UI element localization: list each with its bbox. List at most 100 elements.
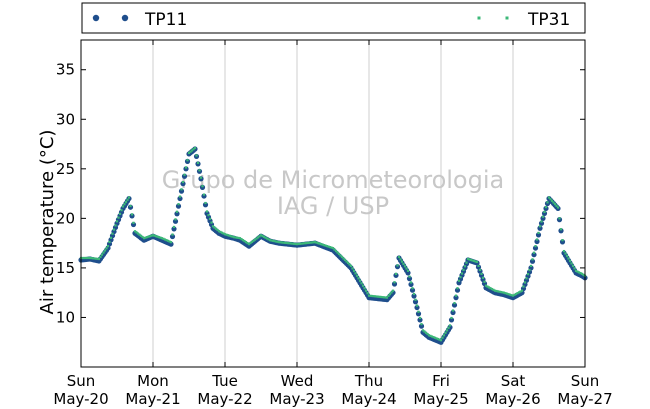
- data-point-tp31: [504, 292, 507, 295]
- data-point-tp31: [582, 273, 585, 276]
- data-point-tp31: [541, 215, 545, 218]
- data-point-tp31: [520, 289, 524, 292]
- data-point-tp31: [435, 337, 438, 340]
- data-point-tp31: [381, 296, 384, 299]
- data-point-tp31: [579, 272, 582, 275]
- data-point-tp31: [495, 289, 498, 293]
- data-point-tp31: [466, 257, 470, 261]
- data-point-tp31: [115, 220, 119, 223]
- data-point-tp31: [151, 234, 155, 237]
- data-point-tp31: [448, 324, 452, 327]
- data-point-tp31: [414, 298, 417, 301]
- data-point-tp31: [514, 292, 518, 296]
- data-point-tp31: [267, 238, 270, 241]
- data-point-tp11: [415, 311, 422, 317]
- data-point-tp31: [106, 245, 110, 248]
- data-point-tp31: [178, 195, 182, 198]
- data-point-tp31: [444, 331, 447, 334]
- data-point-tp31: [162, 237, 165, 240]
- data-point-tp31: [463, 265, 467, 268]
- plot-frame: [80, 39, 586, 368]
- data-point-tp31: [100, 253, 104, 256]
- data-point-tp31: [279, 241, 282, 244]
- data-point-tp31: [232, 236, 236, 239]
- data-point-tp31: [496, 290, 500, 293]
- data-point-tp11: [558, 228, 564, 234]
- data-point-tp31: [426, 332, 429, 336]
- data-point-tp31: [180, 188, 183, 191]
- data-point-tp31: [195, 154, 198, 157]
- data-point-tp31: [183, 173, 186, 176]
- data-point-tp31: [484, 284, 488, 287]
- data-point-tp31: [477, 264, 480, 268]
- data-point-tp31: [268, 239, 272, 242]
- legend-marker-tp11: [92, 14, 129, 22]
- data-point-tp31: [204, 201, 207, 205]
- data-point-tp31: [168, 240, 171, 243]
- data-point-tp31: [114, 224, 117, 227]
- data-point-tp31: [145, 236, 149, 239]
- data-point-tp31: [441, 336, 444, 339]
- data-point-tp11: [534, 238, 540, 245]
- data-point-tp31: [264, 236, 267, 239]
- data-point-tp31: [418, 316, 422, 320]
- data-point-tp31: [252, 239, 255, 242]
- data-point-tp11: [393, 272, 399, 278]
- data-point-tp31: [487, 286, 491, 289]
- data-point-tp31: [405, 267, 408, 270]
- data-point-tp11: [537, 225, 543, 231]
- data-point-tp31: [163, 238, 167, 241]
- data-point-tp11: [202, 202, 209, 208]
- data-point-tp31: [525, 277, 528, 280]
- x-tick-label-date: May-20: [53, 390, 108, 408]
- data-point-tp31: [499, 290, 503, 294]
- data-point-tp31: [147, 235, 150, 238]
- data-point-tp31: [478, 268, 482, 271]
- data-point-tp31: [96, 257, 99, 260]
- data-point-tp31: [208, 217, 212, 220]
- data-point-tp31: [126, 198, 129, 201]
- x-tick-label-date: May-26: [485, 390, 540, 408]
- data-point-tp31: [412, 292, 416, 296]
- data-point-tp31: [501, 291, 504, 294]
- data-point-tp11: [414, 304, 420, 311]
- data-point-tp31: [90, 257, 93, 260]
- data-point-tp31: [292, 242, 296, 245]
- data-point-tp31: [486, 285, 489, 288]
- data-point-tp31: [564, 252, 567, 255]
- data-point-tp31: [192, 148, 195, 151]
- data-point-tp31: [91, 257, 95, 260]
- data-point-tp31: [139, 234, 143, 237]
- data-point-tp31: [270, 239, 273, 242]
- data-point-tp31: [112, 228, 116, 231]
- vertical-gridlines: [152, 40, 514, 367]
- data-point-tp11: [451, 302, 458, 308]
- data-point-tp31: [400, 260, 404, 263]
- data-point-tp31: [132, 221, 135, 224]
- data-point-tp31: [454, 294, 458, 297]
- data-point-tp31: [538, 225, 542, 228]
- data-point-tp31: [259, 234, 263, 237]
- data-point-tp11: [127, 204, 134, 210]
- x-tick-label-date: May-23: [269, 390, 324, 408]
- data-point-tp31: [304, 242, 308, 245]
- data-point-tp11: [448, 317, 455, 323]
- data-point-tp31: [420, 323, 423, 326]
- data-point-tp31: [430, 335, 434, 338]
- data-point-tp11: [174, 211, 180, 217]
- data-point-tp31: [247, 243, 251, 246]
- data-point-tp11: [183, 166, 189, 172]
- plot-area: [81, 40, 585, 367]
- data-point-tp31: [402, 262, 405, 266]
- legend-label-tp11: TP11: [144, 10, 187, 30]
- data-point-tp31: [211, 225, 215, 228]
- data-point-tp11: [201, 193, 207, 199]
- data-point-tp31: [217, 230, 221, 233]
- data-point-tp31: [384, 296, 387, 299]
- data-point-tp31: [369, 294, 372, 297]
- data-point-tp31: [510, 294, 513, 297]
- data-point-tp31: [295, 243, 299, 246]
- data-point-tp31: [121, 205, 125, 208]
- data-point-tp31: [451, 309, 455, 312]
